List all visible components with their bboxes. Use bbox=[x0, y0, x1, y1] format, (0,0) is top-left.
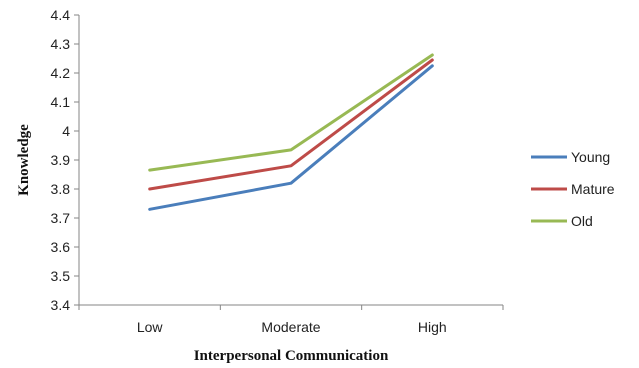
y-tick-label: 4.1 bbox=[51, 94, 71, 110]
series-lines bbox=[148, 53, 434, 211]
legend-label-mature: Mature bbox=[571, 181, 615, 197]
legend: Young Mature Old bbox=[531, 149, 615, 229]
series-line-old bbox=[148, 53, 434, 172]
data-point-mature bbox=[431, 58, 434, 62]
y-axis-title: Knowledge bbox=[16, 124, 32, 196]
y-tick-label: 3.5 bbox=[51, 268, 71, 284]
data-point-mature bbox=[148, 187, 151, 191]
y-tick-label: 3.8 bbox=[51, 181, 71, 197]
data-point-mature bbox=[289, 164, 293, 167]
data-point-old bbox=[289, 148, 293, 152]
x-axis: Low Moderate High bbox=[78, 304, 504, 335]
x-tick-label: Low bbox=[137, 319, 164, 335]
y-axis: 3.4 3.5 3.6 3.7 3.8 3.9 4 4.1 4.2 4.3 4.4 bbox=[51, 7, 80, 313]
data-point-young bbox=[289, 182, 293, 185]
data-point-young bbox=[431, 64, 434, 67]
data-point-old bbox=[148, 168, 151, 172]
y-tick-label: 3.9 bbox=[51, 152, 71, 168]
y-tick-label: 4 bbox=[62, 123, 70, 139]
legend-label-old: Old bbox=[571, 213, 593, 229]
series-line-mature bbox=[148, 58, 434, 191]
x-axis-title: Interpersonal Communication bbox=[194, 348, 389, 364]
y-tick-label: 4.3 bbox=[51, 36, 71, 52]
legend-label-young: Young bbox=[571, 149, 610, 165]
y-tick-label: 3.7 bbox=[51, 210, 71, 226]
y-tick-label: 4.2 bbox=[51, 65, 71, 81]
y-tick-label: 3.6 bbox=[51, 239, 71, 255]
series-line-young bbox=[148, 64, 434, 211]
y-tick-label: 4.4 bbox=[51, 7, 71, 23]
x-tick-label: High bbox=[418, 319, 447, 335]
x-tick-label: Moderate bbox=[261, 319, 320, 335]
data-point-old bbox=[431, 53, 434, 57]
y-tick-label: 3.4 bbox=[51, 297, 71, 313]
data-point-young bbox=[148, 208, 151, 211]
